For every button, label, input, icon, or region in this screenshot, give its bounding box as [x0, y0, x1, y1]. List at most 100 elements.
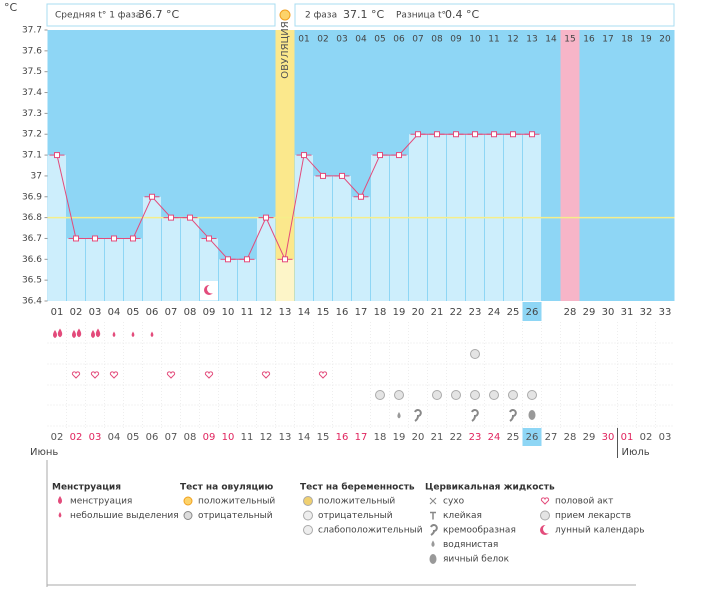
heart-icon [318, 371, 328, 379]
legend-item: сухо [443, 497, 465, 507]
x-tick-label: 31 [621, 307, 634, 318]
x-tick-label: 12 [260, 307, 273, 318]
date-label: 16 [336, 432, 349, 443]
legend-icon [429, 554, 437, 564]
pill-icon [540, 510, 550, 521]
temp-point [377, 152, 383, 159]
phase2-day: 08 [431, 35, 443, 45]
temp-point [491, 131, 497, 138]
temp-area [390, 155, 408, 301]
x-tick-label: 15 [317, 307, 330, 318]
heart-icon [166, 371, 176, 379]
legend-icon [431, 540, 435, 547]
legend-item: положительный [318, 497, 395, 507]
x-tick-label: 19 [393, 307, 406, 318]
temp-point [510, 131, 516, 138]
temp-area [105, 238, 123, 301]
temp-point [301, 152, 307, 159]
date-label: 19 [393, 432, 406, 443]
creamy-icon [509, 409, 517, 422]
x-tick-label: 14 [298, 307, 311, 318]
date-label: 02 [640, 432, 653, 443]
diff-value: 0.4 °C [445, 8, 479, 21]
heart-icon [109, 371, 119, 379]
legend-item: менструация [70, 497, 132, 507]
moon-cut [207, 284, 216, 294]
date-label: 29 [583, 432, 596, 443]
temp-point [282, 256, 288, 263]
temp-point [92, 235, 98, 242]
legend-item: половой акт [555, 497, 613, 507]
temp-point [149, 193, 155, 200]
date-label: 13 [279, 432, 292, 443]
x-tick-label: 17 [355, 307, 368, 318]
phase2-value: 37.1 °C [343, 8, 384, 21]
legend-item: прием лекарств [555, 511, 631, 521]
phase2-day: 04 [355, 35, 367, 45]
today [522, 428, 542, 446]
ovulation-label: ОВУЛЯЦИЯ [280, 21, 291, 79]
x-tick-label: 18 [374, 307, 387, 318]
x-tick-label: 01 [51, 307, 64, 318]
legend-icon [183, 511, 193, 520]
legend-icon [430, 511, 436, 520]
x-tick-label: 33 [659, 307, 672, 318]
pill-icon [375, 390, 385, 400]
legend-icon [58, 496, 62, 504]
phase2-day: 13 [526, 35, 537, 45]
menstruation-icon [95, 328, 101, 338]
x-tick-label: 02 [70, 307, 83, 318]
pill-icon [451, 390, 461, 400]
temp-area [124, 238, 142, 301]
legend-icon [303, 525, 313, 535]
pill-icon [432, 390, 442, 400]
temp-area [67, 238, 85, 301]
temp-area [162, 217, 180, 301]
phase2-day: 19 [640, 35, 652, 45]
y-tick-label: 36.8 [22, 213, 42, 223]
x-tick-label: 06 [146, 307, 159, 318]
unit: °C [4, 1, 18, 14]
date-label: 17 [355, 432, 368, 443]
pill-icon [470, 390, 480, 400]
x-tick-label: 03 [89, 307, 102, 318]
temp-point [225, 256, 231, 263]
menstruation-icon [72, 330, 76, 338]
y-tick-label: 36.9 [22, 192, 42, 202]
x-tick-label: 16 [336, 307, 349, 318]
x-tick-label: 29 [583, 307, 596, 318]
legend-icon [303, 496, 313, 506]
temp-area [314, 175, 332, 301]
temp-point [187, 214, 193, 221]
temp-area [143, 196, 161, 301]
temp-point [320, 172, 326, 179]
y-tick-label: 37.2 [22, 130, 42, 140]
date-label: 25 [507, 432, 520, 443]
phase2-day: 15 [564, 35, 575, 45]
phase2-box [294, 3, 675, 27]
phase2-day: 09 [450, 35, 462, 45]
phase2-day: 02 [317, 35, 328, 45]
legend-item: лунный календарь [555, 526, 645, 536]
date-label: 18 [374, 432, 387, 443]
y-tick-label: 37.7 [22, 26, 42, 36]
date-label: 08 [184, 432, 197, 443]
date-label: 07 [165, 432, 178, 443]
x-tick-label: 22 [450, 307, 463, 318]
phase1-label: Средняя t° 1 фаза [55, 11, 141, 21]
temp-point [206, 235, 212, 242]
legend-item: водянистая [443, 540, 498, 550]
temp-area [86, 238, 104, 301]
temp-area [333, 175, 351, 301]
date-label: 28 [564, 432, 577, 443]
x-tick-label: 25 [507, 307, 520, 318]
month-label: Июнь [30, 447, 58, 458]
date-label: 24 [488, 432, 501, 443]
pill-icon [527, 390, 537, 400]
phase2-day: 06 [393, 35, 405, 45]
temp-point [396, 152, 402, 159]
y-tick-label: 37.3 [22, 109, 42, 119]
x-tick-label: 32 [640, 307, 653, 318]
y-tick-label: 37.5 [22, 67, 42, 77]
legend-icon [429, 497, 437, 505]
